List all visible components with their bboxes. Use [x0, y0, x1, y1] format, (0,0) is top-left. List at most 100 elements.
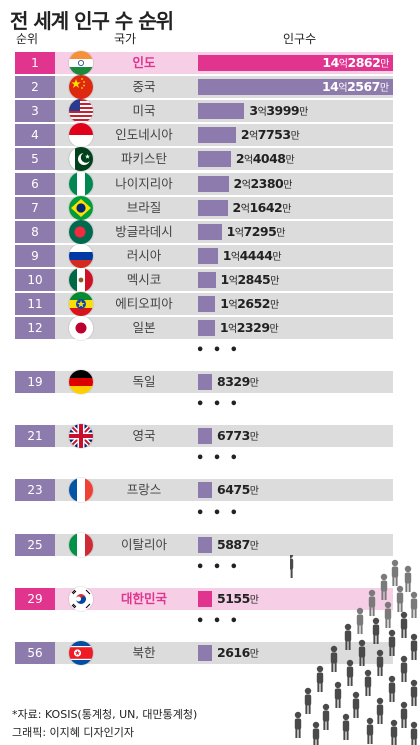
population-bar [198, 374, 212, 391]
rank-label: 29 [15, 587, 55, 610]
indonesia-flag-icon [69, 123, 93, 148]
header-population: 인구수 [283, 32, 317, 46]
mexico-flag-icon [69, 267, 93, 292]
country-name: 인도 [132, 55, 156, 70]
population-bar [198, 55, 393, 71]
population-value: 1억4444만 [222, 247, 282, 263]
japan-flag-icon [69, 316, 93, 341]
ethiopia-flag-icon [69, 292, 93, 316]
rank-label: 11 [15, 293, 55, 315]
table-row: 56 북한 2616만 [15, 640, 393, 665]
india-flag-icon [69, 51, 93, 75]
table-row: 5 파키스탄 2억4048만 [15, 147, 393, 172]
table-row: 12 일본 1억2329만 [15, 316, 393, 341]
population-bar [198, 428, 212, 445]
north-korea-flag-icon [69, 640, 93, 665]
table-row: 7 브라질 2억1642만 [15, 195, 393, 220]
brazil-flag-icon [69, 195, 93, 220]
rank-label: 10 [15, 268, 55, 291]
table-row: 11 에티오피아 1억2652만 [15, 292, 393, 316]
population-value: 8329만 [217, 374, 259, 390]
crowd-illustration [290, 555, 418, 745]
table-row: 6 나이지리아 2억2380만 [15, 171, 393, 196]
population-bar [198, 644, 212, 661]
country-name: 미국 [132, 103, 156, 119]
population-bar [198, 79, 393, 96]
population-value: 5155만 [217, 590, 259, 606]
population-value: 6475만 [217, 482, 259, 498]
country-name: 파키스탄 [120, 151, 167, 167]
rank-label: 2 [15, 76, 55, 99]
rank-label: 25 [15, 533, 55, 556]
header-country: 국가 [114, 32, 137, 46]
population-value: 3억3999만 [249, 103, 308, 119]
population-value: 2616만 [217, 644, 259, 660]
country-name: 인도네시아 [115, 127, 173, 143]
graphic-credit: 그래픽: 이지혜 디자인기자 [12, 726, 135, 739]
russia-flag-icon [69, 243, 93, 268]
rank-label: 1 [15, 52, 55, 74]
source-note: *자료: KOSIS(통계청, UN, 대만통계청) [12, 708, 198, 721]
population-value: 1억7295만 [226, 223, 286, 239]
population-bar [198, 247, 218, 264]
population-bar [198, 482, 212, 499]
country-name: 독일 [132, 374, 156, 390]
south-korea-flag-icon [69, 586, 93, 611]
uk-flag-icon [69, 424, 93, 449]
population-bar [198, 103, 245, 120]
germany-flag-icon [69, 370, 93, 395]
population-bar [198, 199, 228, 216]
china-flag-icon [69, 75, 93, 100]
rank-label: 3 [15, 100, 55, 123]
rank-label: 4 [15, 124, 55, 147]
ellipsis-gap: • • • [196, 559, 240, 575]
table-row: 4 인도네시아 2억7753만 [15, 123, 393, 148]
table-row: 8 방글라데시 1억7295만 [15, 219, 393, 244]
ellipsis-gap: • • • [196, 451, 240, 467]
rank-label: 56 [15, 641, 55, 664]
country-name: 이탈리아 [120, 536, 167, 552]
population-bar [198, 271, 216, 288]
rank-label: 8 [15, 220, 55, 243]
nigeria-flag-icon [69, 171, 93, 196]
france-flag-icon [69, 478, 93, 503]
population-bar [198, 296, 216, 312]
ellipsis-gap: • • • [196, 397, 240, 413]
rank-label: 9 [15, 244, 55, 267]
rank-label: 12 [15, 317, 55, 340]
rank-label: 5 [15, 148, 55, 171]
table-row: 25 이탈리아 5887만 [15, 532, 393, 557]
pakistan-flag-icon [69, 147, 93, 172]
country-name: 에티오피아 [115, 296, 173, 311]
ellipsis-gap: • • • [196, 343, 240, 359]
country-name: 일본 [132, 320, 156, 336]
population-value: 1억2329만 [219, 320, 279, 336]
table-row: 3 미국 3억3999만 [15, 99, 393, 124]
ellipsis-gap: • • • [196, 505, 240, 521]
italy-flag-icon [69, 532, 93, 557]
population-bar [198, 223, 222, 240]
table-row: 2 중국 14억2567만 [15, 75, 393, 100]
header-rank: 순위 [16, 32, 39, 46]
country-name: 멕시코 [126, 271, 162, 287]
population-value: 5887만 [217, 536, 259, 552]
population-bar [198, 175, 229, 192]
country-name: 북한 [132, 644, 156, 660]
ellipsis-gap: • • • [196, 613, 240, 629]
table-row: 21 영국 6773만 [15, 424, 393, 449]
population-bar [198, 590, 212, 607]
country-name: 영국 [132, 428, 156, 444]
population-bar [198, 320, 215, 337]
country-name: 중국 [132, 79, 156, 95]
population-value: 1억2652만 [220, 296, 279, 311]
population-value: 2억1642만 [232, 199, 292, 215]
table-row: 9 러시아 1억4444만 [15, 243, 393, 268]
country-name: 방글라데시 [115, 223, 173, 239]
population-value: 14억2567만 [321, 79, 389, 95]
table-row: 19 독일 8329만 [15, 370, 393, 395]
country-name: 브라질 [126, 199, 162, 215]
population-value: 2억4048만 [235, 151, 295, 167]
population-bar [198, 127, 236, 144]
rank-label: 7 [15, 196, 55, 219]
